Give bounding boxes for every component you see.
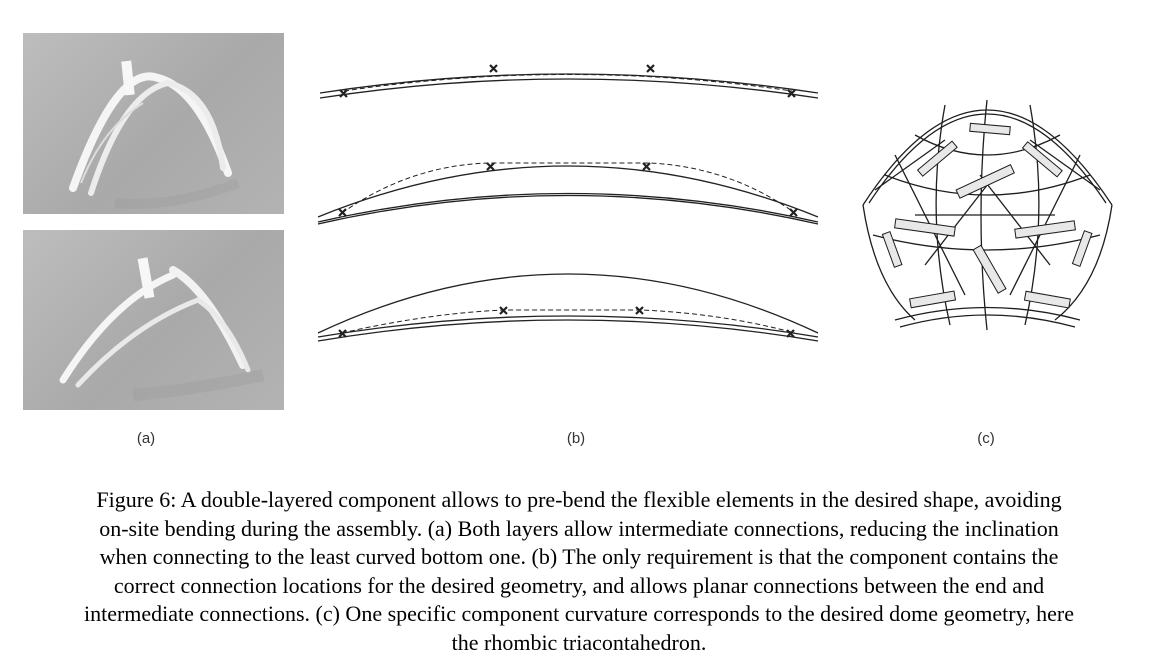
- dome-rendering: [862, 99, 1113, 331]
- connection-marker: [787, 89, 796, 98]
- sublabel-a: (a): [136, 430, 156, 447]
- caption-line: the rhombic triacontahedron.: [451, 629, 707, 655]
- connection-marker: [635, 306, 644, 315]
- diagram-row-1: [319, 64, 819, 99]
- sublabel-b: (b): [566, 430, 586, 447]
- connection-marker: [489, 64, 498, 73]
- connection-marker: [338, 208, 347, 217]
- photo-component-bottom: [23, 230, 284, 410]
- connection-marker: [339, 89, 348, 98]
- connection-marker: [789, 208, 798, 217]
- connection-marker: [786, 329, 795, 338]
- caption-line: when connecting to the least curved bott…: [99, 544, 1059, 569]
- connection-marker: [338, 329, 347, 338]
- figure-caption: Figure 6: A double-layered component all…: [0, 486, 1158, 657]
- connection-marker: [499, 306, 508, 315]
- connection-marker: [646, 64, 655, 73]
- caption-line: intermediate connections. (c) One specif…: [83, 601, 1075, 626]
- caption-line: correct connection locations for the des…: [113, 572, 1045, 598]
- bending-diagram: [317, 64, 819, 342]
- sublabel-c: (c): [977, 430, 995, 447]
- connection-marker: [486, 162, 495, 171]
- photo-component-top: [23, 33, 284, 214]
- diagram-row-3: [317, 273, 819, 342]
- caption-line: on-site bending during the assembly. (a)…: [99, 515, 1059, 541]
- connection-marker: [642, 162, 651, 171]
- caption-line: Figure 6: A double-layered component all…: [96, 487, 1062, 512]
- diagram-row-2: [317, 162, 819, 225]
